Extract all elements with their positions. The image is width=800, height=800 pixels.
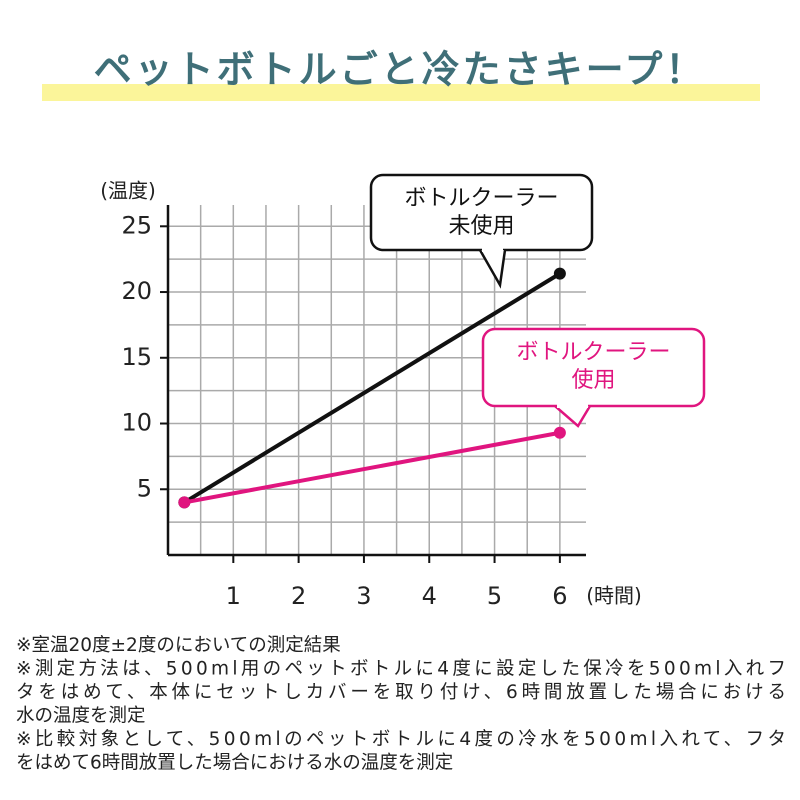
y-axis-label: (温度)	[100, 179, 156, 203]
callout-tail	[554, 405, 592, 428]
x-axis-label: (時間)	[586, 584, 642, 608]
callout-text: 使用	[571, 368, 615, 393]
series-line	[183, 271, 561, 505]
y-tick-label: 25	[121, 211, 152, 239]
x-tick-label: 4	[422, 582, 437, 610]
note-line: タをはめて、本体にセットしカバーを取り付け、6時間放置した場合における	[16, 682, 786, 703]
y-tick-label: 5	[137, 474, 152, 502]
data-point	[553, 426, 566, 439]
data-point	[178, 496, 191, 509]
title: ペットボトルごと冷たさキープ！	[94, 48, 707, 92]
callout-tail	[478, 249, 507, 289]
note-line: ※比較対象として、500mlのペットボトルに4度の冷水を500ml入れて、フタ	[16, 729, 786, 750]
callout-text: ボトルクーラー	[516, 340, 670, 365]
y-tick-label: 15	[121, 343, 152, 371]
callout-box	[481, 327, 706, 408]
y-tick-label: 20	[121, 277, 152, 305]
series-line	[183, 430, 561, 505]
note-line: 水の温度を測定	[16, 706, 146, 727]
y-tick-label: 10	[121, 409, 152, 437]
x-tick-label: 5	[487, 582, 502, 610]
title-highlight	[42, 84, 760, 101]
x-tick-label: 6	[552, 582, 567, 610]
x-tick-label: 2	[291, 582, 306, 610]
note-line: ※室温20度±2度のにおいての測定結果	[16, 635, 341, 656]
callout-text: 未使用	[448, 214, 514, 239]
note-line: ※測定方法は、500ml用のペットボトルに4度に設定した保冷を500ml入れフ	[16, 659, 786, 680]
x-tick-label: 3	[356, 582, 371, 610]
callout-text: ボトルクーラー	[404, 186, 558, 211]
data-point	[553, 267, 566, 280]
x-tick-label: 1	[226, 582, 241, 610]
note-line: をはめて6時間放置した場合における水の温度を測定	[16, 753, 453, 774]
